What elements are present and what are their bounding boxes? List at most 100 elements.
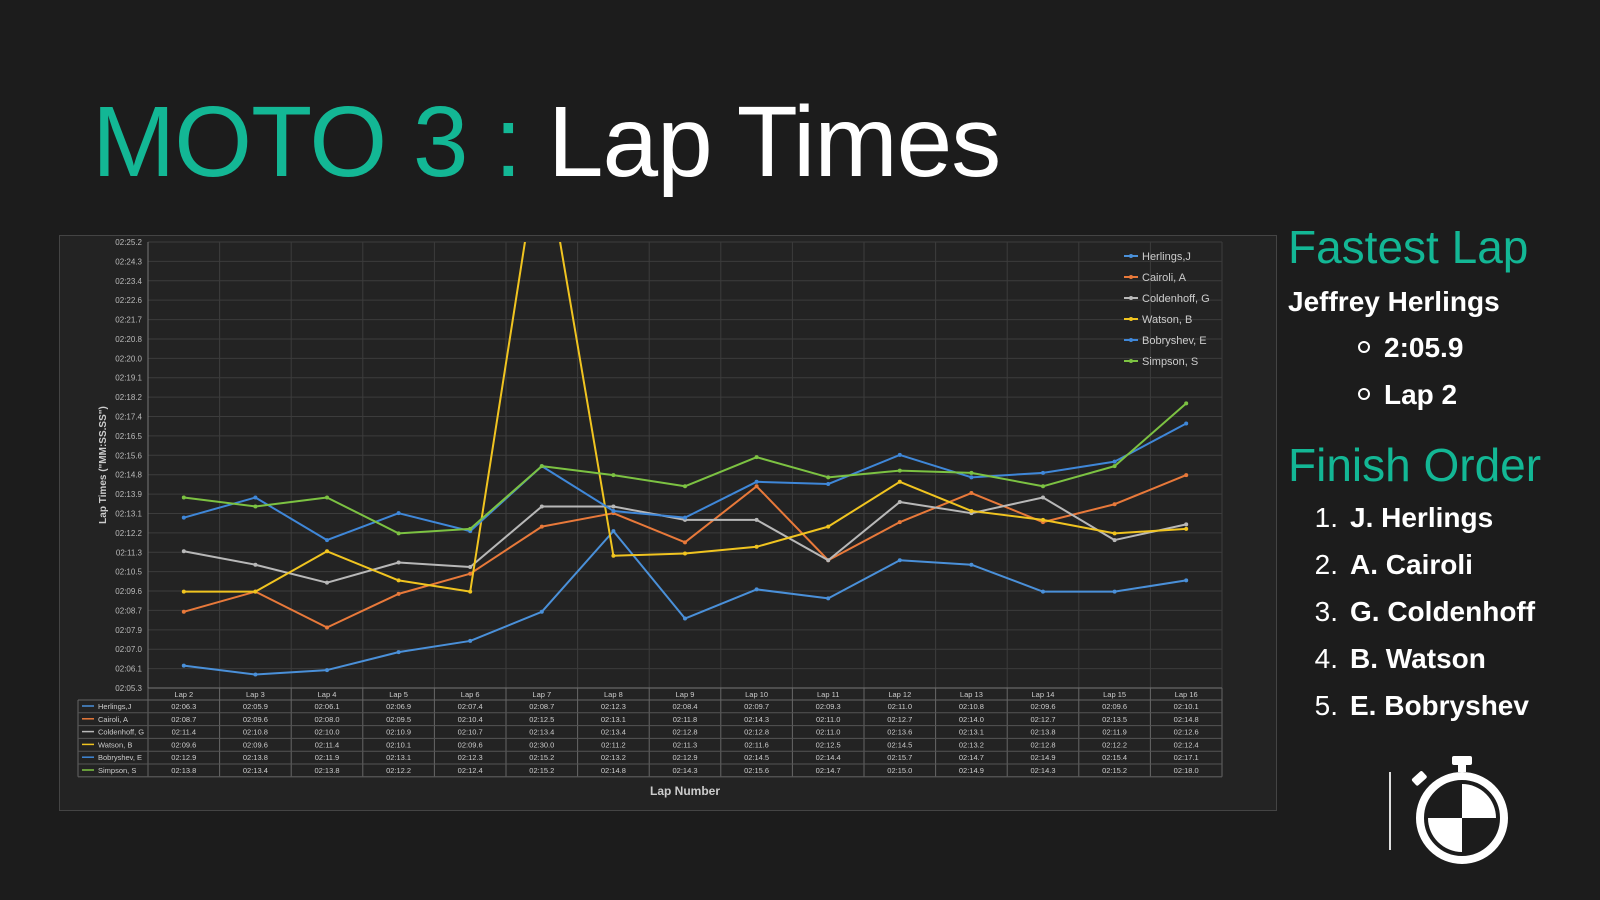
x-tick-label: Lap 2 xyxy=(174,690,193,699)
table-cell: 02:07.4 xyxy=(458,702,483,711)
legend-marker xyxy=(1129,338,1133,342)
legend-label: Coldenhoff, G xyxy=(1142,293,1210,305)
data-point xyxy=(325,668,329,673)
table-cell: 02:09.3 xyxy=(816,702,841,711)
table-cell: 02:13.2 xyxy=(601,753,626,762)
table-cell: 02:14.3 xyxy=(1030,766,1055,775)
table-cell: 02:12.2 xyxy=(1102,740,1127,749)
fastest-lap-number: Lap 2 xyxy=(1384,379,1458,410)
table-cell: 02:12.9 xyxy=(672,753,697,762)
y-tick-label: 02:23.4 xyxy=(115,277,142,286)
table-series-name: Herlings,J xyxy=(98,702,132,711)
finish-order-name: E. Bobryshev xyxy=(1350,690,1529,721)
data-point xyxy=(253,672,258,677)
chart-svg: 02:05.3 02:06.1 02:07.0 02:07.9 02:08.7 02:09… xyxy=(77,238,1223,798)
y-tick-label: 02:20.0 xyxy=(115,354,142,363)
data-point xyxy=(754,517,759,522)
y-tick-label: 02:21.7 xyxy=(115,316,142,325)
finish-order-name: G. Coldenhoff xyxy=(1350,596,1536,627)
data-point xyxy=(683,540,687,545)
finish-order-name: A. Cairoli xyxy=(1350,549,1473,580)
table-cell: 02:14.7 xyxy=(816,766,841,775)
y-tick-label: 02:11.3 xyxy=(116,548,143,557)
finish-order-heading: Finish Order xyxy=(1288,439,1542,491)
table-cell: 02:06.1 xyxy=(314,702,339,711)
x-tick-label: Lap 13 xyxy=(960,690,983,699)
table-cell: 02:14.3 xyxy=(672,766,697,775)
data-point xyxy=(1112,538,1117,543)
finish-order-item: 5. E. Bobryshev xyxy=(1302,690,1529,722)
data-point xyxy=(611,508,616,513)
table-cell: 02:13.2 xyxy=(959,740,984,749)
data-point xyxy=(325,549,329,554)
x-tick-label: Lap 6 xyxy=(461,690,480,699)
fastest-lap-time: 2:05.9 xyxy=(1384,332,1464,363)
data-point xyxy=(253,589,258,594)
table-cell: 02:10.7 xyxy=(458,728,483,737)
data-point xyxy=(1184,522,1189,527)
table-cell: 02:12.7 xyxy=(1030,715,1055,724)
finish-order-name: B. Watson xyxy=(1350,643,1486,674)
data-point xyxy=(1184,421,1189,426)
table-cell: 02:09.6 xyxy=(171,740,196,749)
table-cell: 02:14.3 xyxy=(744,715,769,724)
y-tick-label: 02:13.9 xyxy=(115,490,142,499)
fastest-lap-rider: Jeffrey Herlings xyxy=(1288,286,1500,317)
table-cell: 02:11.2 xyxy=(601,740,625,749)
table-cell: 02:14.9 xyxy=(1030,753,1055,762)
x-tick-label: Lap 16 xyxy=(1175,690,1198,699)
data-point xyxy=(1112,589,1117,594)
y-tick-label: 02:09.6 xyxy=(115,587,142,596)
data-point xyxy=(396,591,401,596)
table-cell: 02:17.1 xyxy=(1174,753,1199,762)
table-cell: 02:14.7 xyxy=(959,753,984,762)
series-line xyxy=(183,422,1187,542)
data-point xyxy=(754,455,759,460)
x-tick-label: Lap 12 xyxy=(888,690,911,699)
table-cell: 02:08.0 xyxy=(314,715,339,724)
table-cell: 02:12.4 xyxy=(1174,740,1199,749)
table-cell: 02:09.6 xyxy=(243,715,268,724)
y-axis-title: Lap Times ("MM:SS.SS") xyxy=(98,406,109,524)
data-point xyxy=(1184,578,1189,583)
table-cell: 02:11.6 xyxy=(744,740,768,749)
data-point xyxy=(396,511,401,516)
legend-label: Watson, B xyxy=(1142,314,1192,326)
table-cell: 02:14.5 xyxy=(744,753,769,762)
finish-order-number: 4. xyxy=(1314,643,1338,674)
table-cell: 02:12.5 xyxy=(816,740,841,749)
table-cell: 02:10.1 xyxy=(1174,702,1199,711)
series-line xyxy=(183,474,1187,629)
data-point xyxy=(611,553,616,558)
y-tick-label: 02:13.1 xyxy=(115,509,142,518)
table-cell: 02:13.1 xyxy=(959,728,984,737)
legend-label: Herlings,J xyxy=(1142,251,1191,263)
finish-order-name: J. Herlings xyxy=(1350,502,1494,533)
table-cell: 02:11.8 xyxy=(673,715,697,724)
legend-marker xyxy=(1129,317,1133,321)
table-series-name: Watson, B xyxy=(98,740,132,749)
lap-times-chart: 02:05.3 02:06.1 02:07.0 02:07.9 02:08.7 02:09… xyxy=(59,235,1277,811)
table-cell: 02:09.5 xyxy=(386,715,411,724)
data-point xyxy=(325,625,329,630)
finish-order-number: 1. xyxy=(1314,502,1338,533)
table-cell: 02:09.6 xyxy=(1030,702,1055,711)
data-point xyxy=(253,562,258,567)
data-point xyxy=(1041,484,1045,489)
x-tick-label: Lap 15 xyxy=(1103,690,1126,699)
x-tick-label: Lap 7 xyxy=(532,690,551,699)
table-cell: 02:12.4 xyxy=(458,766,483,775)
x-tick-label: Lap 5 xyxy=(389,690,408,699)
table-cell: 02:13.8 xyxy=(171,766,196,775)
data-point xyxy=(1112,464,1117,469)
data-point xyxy=(1112,502,1117,507)
data-point xyxy=(539,524,544,529)
data-point xyxy=(754,484,759,489)
table-cell: 02:12.8 xyxy=(672,728,697,737)
table-cell: 02:05.9 xyxy=(243,702,268,711)
table-cell: 02:13.5 xyxy=(1102,715,1127,724)
data-point xyxy=(754,479,759,484)
table-cell: 02:08.4 xyxy=(672,702,697,711)
fastest-lap-time-row: 2:05.9 xyxy=(1358,332,1463,364)
table-cell: 02:14.5 xyxy=(887,740,912,749)
